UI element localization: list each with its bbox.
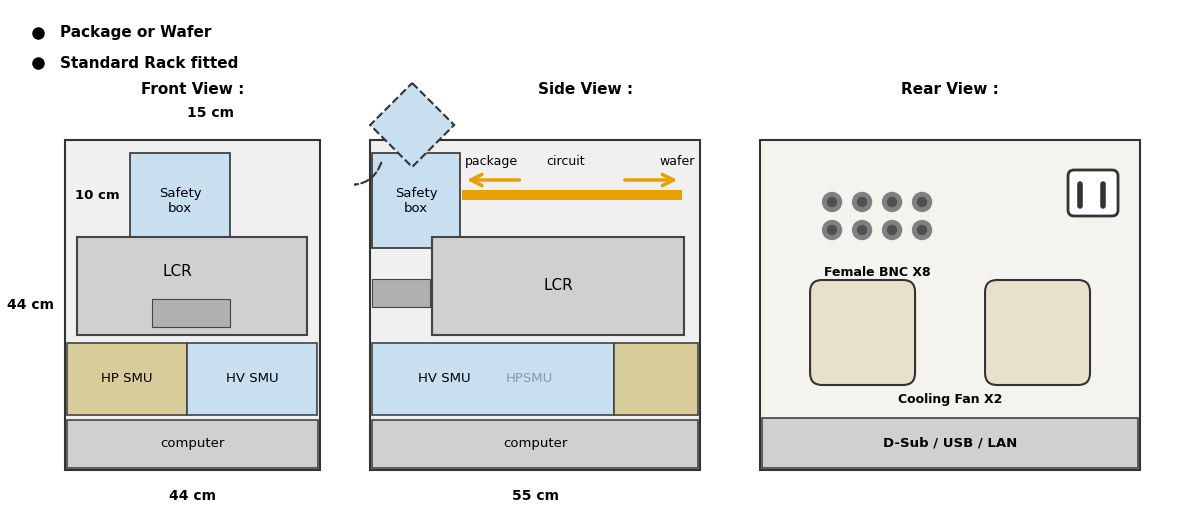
Text: computer: computer [160, 437, 225, 450]
FancyBboxPatch shape [68, 420, 319, 468]
FancyBboxPatch shape [130, 153, 230, 248]
Text: Side View :: Side View : [538, 82, 633, 97]
Text: D-Sub / USB / LAN: D-Sub / USB / LAN [883, 436, 1017, 449]
Text: Front View :: Front View : [141, 82, 244, 97]
FancyBboxPatch shape [462, 190, 683, 200]
FancyBboxPatch shape [985, 280, 1090, 385]
Circle shape [888, 226, 897, 235]
FancyBboxPatch shape [65, 140, 320, 470]
FancyBboxPatch shape [68, 343, 187, 415]
Circle shape [912, 220, 931, 239]
FancyBboxPatch shape [614, 343, 698, 415]
Circle shape [822, 193, 841, 212]
Circle shape [912, 193, 931, 212]
Circle shape [822, 220, 841, 239]
FancyBboxPatch shape [370, 140, 700, 470]
Circle shape [917, 197, 927, 206]
Text: 10 cm: 10 cm [75, 189, 120, 202]
FancyBboxPatch shape [77, 237, 307, 335]
Circle shape [858, 197, 866, 206]
Text: package: package [466, 155, 518, 168]
Circle shape [883, 193, 902, 212]
Circle shape [858, 226, 866, 235]
Text: circuit: circuit [546, 155, 584, 168]
Text: 44 cm: 44 cm [7, 298, 53, 312]
FancyBboxPatch shape [372, 279, 430, 307]
Text: computer: computer [502, 437, 568, 450]
Text: Rear View :: Rear View : [901, 82, 999, 97]
Circle shape [888, 197, 897, 206]
FancyBboxPatch shape [433, 237, 684, 335]
FancyBboxPatch shape [187, 343, 318, 415]
Text: LCR: LCR [162, 264, 192, 279]
Text: 15 cm: 15 cm [187, 106, 235, 120]
Circle shape [852, 193, 871, 212]
FancyBboxPatch shape [372, 343, 614, 415]
FancyBboxPatch shape [372, 420, 698, 468]
FancyArrowPatch shape [356, 163, 382, 185]
FancyBboxPatch shape [762, 418, 1138, 468]
Circle shape [883, 220, 902, 239]
Text: 55 cm: 55 cm [512, 489, 558, 503]
FancyBboxPatch shape [811, 280, 915, 385]
Circle shape [917, 226, 927, 235]
Circle shape [852, 220, 871, 239]
FancyBboxPatch shape [372, 153, 460, 248]
Text: Package or Wafer: Package or Wafer [60, 26, 212, 40]
Text: Standard Rack fitted: Standard Rack fitted [60, 56, 238, 70]
Circle shape [827, 197, 837, 206]
Text: Safety
box: Safety box [159, 186, 201, 215]
Text: HPSMU: HPSMU [506, 373, 553, 385]
Text: LCR: LCR [543, 278, 574, 293]
Text: HV SMU: HV SMU [226, 373, 278, 385]
Text: Safety
box: Safety box [395, 186, 437, 215]
Text: Cooling Fan X2: Cooling Fan X2 [898, 393, 1003, 406]
FancyBboxPatch shape [760, 140, 1140, 470]
Polygon shape [370, 83, 454, 167]
Text: HP SMU: HP SMU [102, 373, 153, 385]
Text: wafer: wafer [660, 155, 696, 168]
Text: HV SMU: HV SMU [418, 373, 472, 385]
Circle shape [827, 226, 837, 235]
FancyBboxPatch shape [152, 299, 230, 327]
Text: 44 cm: 44 cm [169, 489, 216, 503]
FancyBboxPatch shape [1068, 170, 1117, 216]
Text: Female BNC X8: Female BNC X8 [824, 266, 930, 279]
